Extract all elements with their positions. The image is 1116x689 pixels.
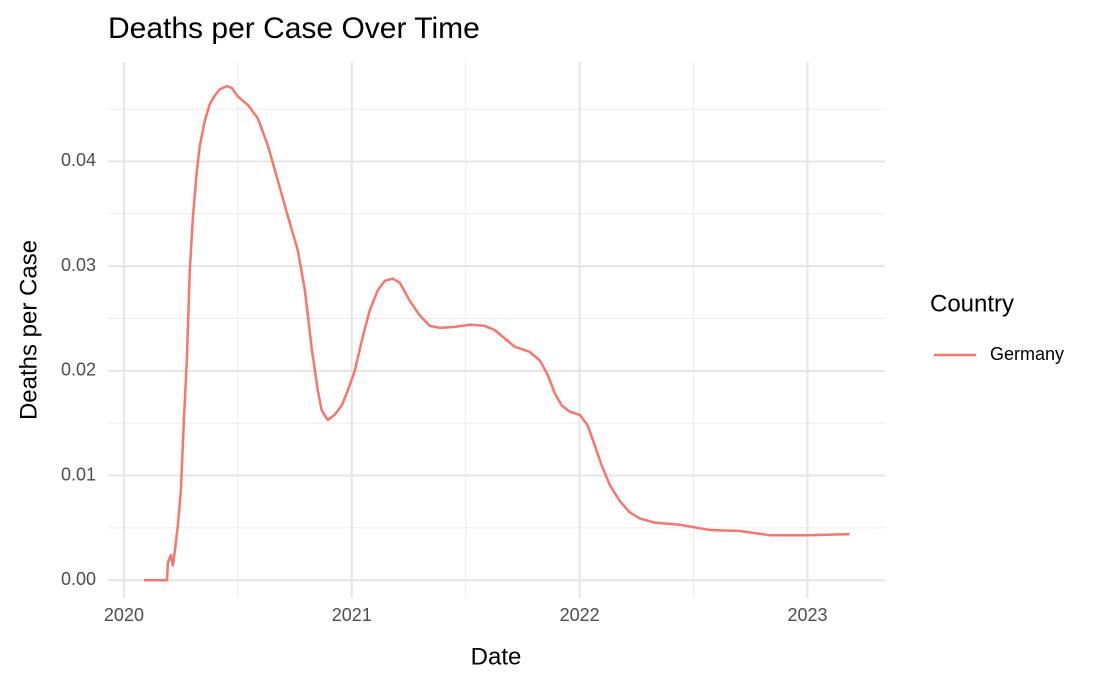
y-tick-label: 0.01 — [61, 464, 96, 484]
y-tick-label: 0.03 — [61, 255, 96, 275]
x-tick-label: 2022 — [560, 605, 600, 625]
x-axis-title: Date — [471, 643, 522, 670]
y-tick-label: 0.02 — [61, 360, 96, 380]
x-tick-label: 2023 — [788, 605, 828, 625]
legend-label: Germany — [990, 344, 1064, 364]
data-line — [144, 84, 850, 582]
y-tick-label: 0.04 — [61, 150, 96, 170]
legend-title: Country — [930, 290, 1014, 317]
x-tick-label: 2021 — [332, 605, 372, 625]
y-tick-label: 0.00 — [61, 569, 96, 589]
chart-title: Deaths per Case Over Time — [108, 12, 480, 45]
x-tick-label: 2020 — [104, 605, 144, 625]
y-axis-title: Deaths per Case — [15, 240, 42, 420]
